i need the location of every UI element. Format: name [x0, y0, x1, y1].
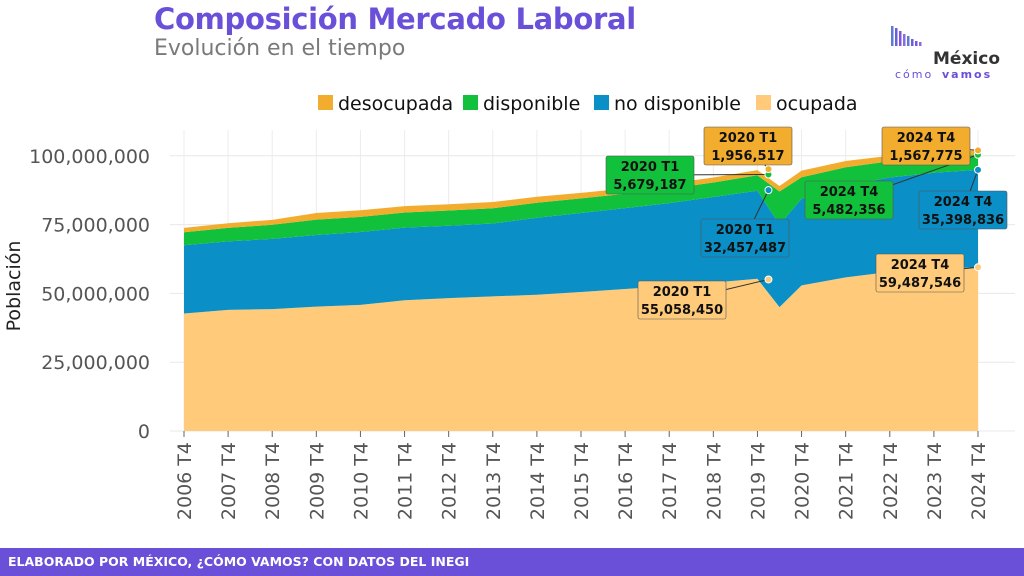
y-tick-label: 75,000,000 — [41, 215, 150, 237]
y-tick-label: 50,000,000 — [41, 283, 150, 305]
annotation-box — [881, 126, 971, 166]
annotation-box — [637, 280, 727, 320]
area-no-disponible — [184, 169, 978, 314]
logo-text-como: cómo — [895, 68, 933, 81]
annotation-period: 2020 T1 — [621, 160, 680, 175]
annotation-period: 2024 T4 — [820, 185, 879, 200]
x-tick-label: 2018 T4 — [703, 442, 725, 520]
x-tick-label: 2020 T4 — [792, 442, 814, 520]
legend-label-disponible: disponible — [483, 93, 580, 115]
annotation-value: 32,457,487 — [704, 241, 786, 256]
annotation-value: 1,956,517 — [711, 149, 784, 164]
annotation-box — [918, 190, 1008, 230]
x-tick-label: 2024 T4 — [968, 442, 990, 520]
annotation-point — [764, 186, 773, 195]
annotation-box — [703, 126, 793, 166]
annotation-period: 2024 T4 — [897, 131, 956, 146]
x-tick-label: 2011 T4 — [395, 442, 417, 520]
x-axis: 2006 T4 2007 T4 2008 T4 2009 T4 2010 T4 2011 … — [174, 431, 990, 520]
labor-market-area-chart: desocupada disponible no disponible ocupada… — [3, 93, 1015, 520]
annotation-box — [875, 253, 965, 293]
legend-label-desocupada: desocupada — [338, 93, 453, 115]
annotation-period: 2024 T4 — [934, 195, 993, 210]
y-tick-label: 25,000,000 — [41, 352, 150, 374]
x-tick-label: 2006 T4 — [174, 442, 196, 520]
annotation-point — [764, 165, 773, 174]
legend-swatch-desocupada — [318, 95, 333, 110]
x-tick-label: 2009 T4 — [306, 442, 328, 520]
annotation-point — [974, 146, 982, 155]
annotation-point — [764, 275, 773, 284]
footer-credit: ELABORADO POR MÉXICO, ¿CÓMO VAMOS? CON D… — [0, 548, 1024, 576]
annotation-box — [700, 218, 790, 258]
chart-legend: desocupada disponible no disponible ocupada — [318, 93, 858, 115]
annotation-value: 35,398,836 — [922, 213, 1004, 228]
x-tick-label: 2023 T4 — [924, 442, 946, 520]
legend-label-ocupada: ocupada — [776, 93, 858, 115]
legend-swatch-ocupada — [756, 95, 771, 110]
annotation-period: 2024 T4 — [891, 258, 950, 273]
annotation-box — [804, 180, 894, 220]
x-tick-label: 2016 T4 — [615, 442, 637, 520]
y-tick-label: 100,000,000 — [29, 146, 150, 168]
x-tick-label: 2015 T4 — [571, 442, 593, 520]
chart-subtitle: Evolución en el tiempo — [154, 36, 406, 61]
logo-bars-icon — [891, 26, 922, 46]
legend-swatch-no-disponible — [594, 95, 609, 110]
y-axis: 0 25,000,000 50,000,000 75,000,000 100,000,0… — [29, 146, 150, 443]
annotation-value: 1,567,775 — [889, 149, 962, 164]
x-tick-label: 2010 T4 — [350, 442, 372, 520]
x-tick-label: 2012 T4 — [439, 442, 461, 520]
x-tick-label: 2022 T4 — [880, 442, 902, 520]
x-tick-label: 2008 T4 — [262, 442, 284, 520]
x-tick-label: 2019 T4 — [747, 442, 769, 520]
logo-text-vamos: vamos — [942, 68, 992, 81]
annotation-value: 59,487,546 — [879, 276, 961, 291]
legend-swatch-disponible — [463, 95, 478, 110]
annotation-point — [974, 263, 982, 272]
chart-title: Composición Mercado Laboral — [154, 2, 636, 36]
annotations: 2020 T1 55,058,450 2020 T1 32,457,487 2020 T… — [605, 126, 1008, 320]
annotation-period: 2020 T1 — [719, 131, 778, 146]
x-tick-label: 2017 T4 — [659, 442, 681, 520]
legend-label-no-disponible: no disponible — [614, 93, 741, 115]
logo-text-mexico: México — [933, 49, 1000, 69]
annotation-value: 5,679,187 — [613, 178, 686, 193]
annotation-value: 5,482,356 — [812, 203, 885, 218]
annotation-period: 2020 T1 — [716, 223, 775, 238]
area-desocupada — [184, 150, 978, 233]
x-tick-label: 2013 T4 — [483, 442, 505, 520]
y-tick-label: 0 — [138, 421, 150, 443]
mexico-como-vamos-logo: México cómo vamos — [891, 26, 1000, 81]
y-axis-label: Población — [3, 241, 25, 332]
x-tick-label: 2021 T4 — [836, 442, 858, 520]
annotation-point — [974, 165, 982, 174]
annotation-box — [605, 155, 695, 195]
x-tick-label: 2007 T4 — [218, 442, 240, 520]
annotation-period: 2020 T1 — [653, 285, 712, 300]
annotation-value: 55,058,450 — [641, 303, 723, 318]
x-tick-label: 2014 T4 — [527, 442, 549, 520]
area-ocupada — [184, 267, 978, 431]
